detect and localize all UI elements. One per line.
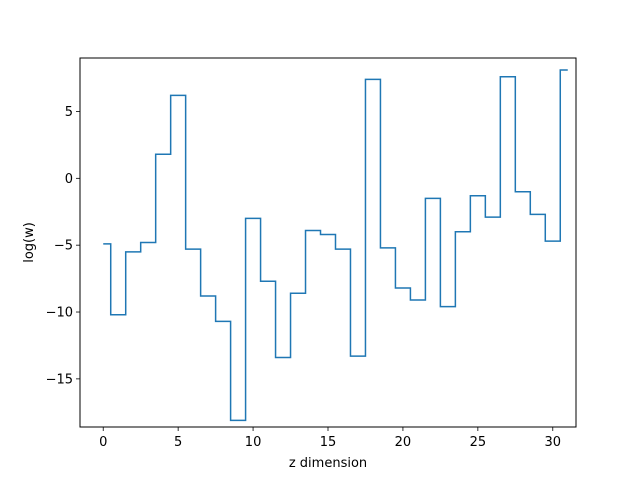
y-axis-label: log(w) <box>22 222 37 263</box>
x-tick-label: 10 <box>245 435 262 450</box>
x-tick-label: 20 <box>395 435 412 450</box>
y-tick-label: −15 <box>46 372 73 387</box>
plot-area <box>103 69 568 422</box>
x-tick-label: 30 <box>545 435 562 450</box>
x-axis-label: z dimension <box>289 456 367 471</box>
y-tick-label: 0 <box>65 172 73 187</box>
x-axis: 0 5 10 15 20 25 30 <box>99 427 561 450</box>
y-tick-label: 5 <box>65 105 73 120</box>
series-line-0 <box>103 69 568 422</box>
x-tick-label: 0 <box>99 435 107 450</box>
x-tick-label: 5 <box>174 435 182 450</box>
x-tick-label: 15 <box>320 435 337 450</box>
x-tick-label: 25 <box>470 435 487 450</box>
y-axis: −15 −10 −5 0 5 <box>46 105 80 387</box>
y-tick-label: −5 <box>54 239 73 254</box>
y-tick-label: −10 <box>46 306 73 321</box>
